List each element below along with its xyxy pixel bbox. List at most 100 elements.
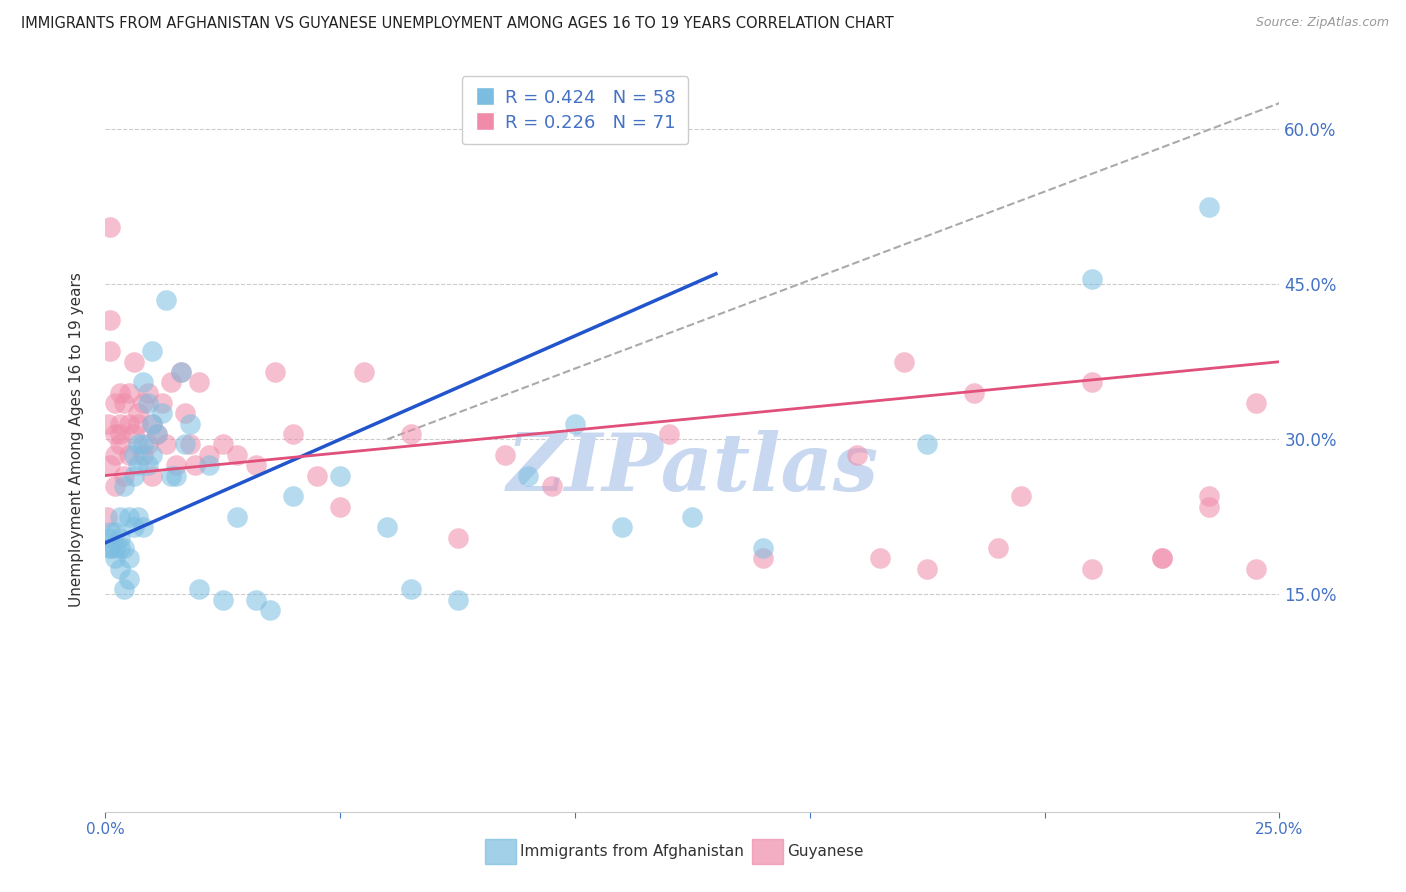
Point: [305, 468, 328, 483]
Point: [893, 355, 915, 369]
Point: [658, 427, 681, 442]
Point: [160, 468, 183, 483]
Point: [104, 479, 127, 493]
Point: [108, 427, 131, 442]
Point: [1244, 561, 1267, 575]
Point: [353, 365, 375, 379]
Point: [179, 417, 201, 431]
Point: [165, 468, 187, 483]
Point: [160, 376, 183, 390]
Point: [127, 509, 149, 524]
Point: [136, 437, 159, 451]
Point: [188, 376, 211, 390]
Point: [118, 417, 141, 431]
Point: [150, 396, 173, 410]
Text: Immigrants from Afghanistan: Immigrants from Afghanistan: [520, 845, 744, 859]
Point: [1292, 417, 1315, 431]
Point: [259, 603, 281, 617]
Point: [141, 448, 163, 462]
Point: [197, 448, 219, 462]
Point: [118, 385, 141, 400]
Point: [98, 344, 121, 359]
Point: [104, 551, 127, 566]
Point: [112, 396, 135, 410]
Point: [915, 561, 938, 575]
Point: [98, 541, 121, 555]
Point: [183, 458, 205, 472]
Point: [122, 448, 145, 462]
Point: [122, 520, 145, 534]
Point: [132, 520, 155, 534]
Point: [174, 437, 197, 451]
Point: [97, 417, 120, 431]
Point: [165, 458, 187, 472]
Point: [136, 396, 159, 410]
Point: [132, 448, 155, 462]
Point: [1198, 489, 1220, 503]
Point: [112, 479, 135, 493]
Point: [517, 468, 540, 483]
Point: [1244, 396, 1267, 410]
Point: [98, 458, 121, 472]
Point: [283, 489, 305, 503]
Point: [283, 427, 305, 442]
Point: [155, 293, 177, 307]
Point: [112, 582, 135, 597]
Point: [104, 448, 127, 462]
Point: [141, 417, 163, 431]
Point: [98, 525, 121, 540]
Point: [399, 582, 422, 597]
Point: [136, 458, 159, 472]
Point: [118, 551, 141, 566]
Point: [108, 541, 131, 555]
Point: [141, 417, 163, 431]
Point: [845, 448, 868, 462]
Point: [97, 531, 120, 545]
Point: [446, 592, 468, 607]
Point: [681, 509, 703, 524]
Point: [174, 407, 197, 421]
Point: [146, 427, 169, 442]
Point: [132, 437, 155, 451]
Point: [98, 220, 121, 235]
Point: [136, 385, 159, 400]
Y-axis label: Unemployment Among Ages 16 to 19 years: Unemployment Among Ages 16 to 19 years: [69, 272, 84, 607]
Point: [96, 509, 118, 524]
Point: [226, 448, 249, 462]
Point: [1080, 272, 1102, 286]
Point: [915, 437, 938, 451]
Point: [226, 509, 249, 524]
Point: [122, 355, 145, 369]
Point: [329, 468, 352, 483]
Point: [869, 551, 891, 566]
Point: [399, 427, 422, 442]
Point: [564, 417, 586, 431]
Point: [108, 385, 131, 400]
Point: [540, 479, 562, 493]
Point: [127, 458, 149, 472]
Point: [245, 458, 267, 472]
Point: [98, 313, 121, 327]
Point: [108, 437, 131, 451]
Text: Source: ZipAtlas.com: Source: ZipAtlas.com: [1256, 16, 1389, 29]
Point: [1198, 200, 1220, 214]
Point: [132, 396, 155, 410]
Point: [104, 541, 127, 555]
Point: [197, 458, 219, 472]
Point: [112, 468, 135, 483]
Point: [141, 468, 163, 483]
Point: [610, 520, 633, 534]
Point: [1198, 500, 1220, 514]
Point: [1080, 376, 1102, 390]
Point: [141, 344, 163, 359]
Point: [155, 437, 177, 451]
Point: [987, 541, 1010, 555]
Legend: R = 0.424   N = 58, R = 0.226   N = 71: R = 0.424 N = 58, R = 0.226 N = 71: [461, 76, 689, 145]
Point: [127, 417, 149, 431]
Point: [211, 437, 233, 451]
Point: [1150, 551, 1173, 566]
Point: [245, 592, 267, 607]
Point: [108, 417, 131, 431]
Point: [98, 541, 121, 555]
Point: [104, 525, 127, 540]
